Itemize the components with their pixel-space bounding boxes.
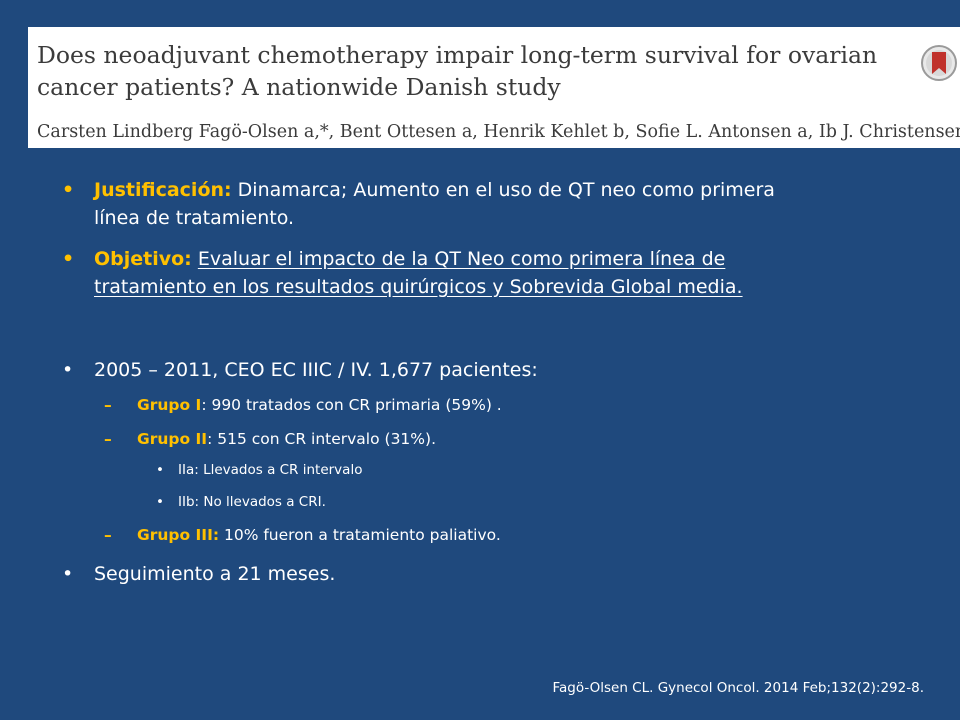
- paper-header-image: Does neoadjuvant chemotherapy impair lon…: [28, 27, 960, 148]
- citation: Fagö-Olsen CL. Gynecol Oncol. 2014 Feb;1…: [552, 680, 924, 696]
- justificacion-label: Justificación:: [94, 179, 232, 201]
- paper-title-line-1: Does neoadjuvant chemotherapy impair lon…: [37, 41, 878, 69]
- grupo-1-label: Grupo I: [137, 396, 202, 414]
- sub-bullet-dot: •: [156, 462, 164, 478]
- objetivo-text-1: Evaluar el impacto de la QT Neo como pri…: [197, 248, 726, 270]
- iib-item: IIb: No llevados a CRI.: [178, 494, 326, 510]
- dash-marker: –: [104, 430, 112, 448]
- objetivo-label: Objetivo:: [94, 248, 192, 270]
- bullet-dot: •: [62, 248, 75, 270]
- iia-item: IIa: Llevados a CR intervalo: [178, 462, 363, 478]
- dash-marker: –: [104, 396, 112, 414]
- paper-title: Does neoadjuvant chemotherapy impair lon…: [37, 39, 897, 103]
- bullet-dot: •: [62, 359, 74, 381]
- grupo-2-text: : 515 con CR intervalo (31%).: [207, 430, 436, 448]
- objetivo-text-2: tratamiento en los resultados quirúrgico…: [94, 276, 743, 298]
- grupo-2-label: Grupo II: [137, 430, 208, 448]
- bullet-dot: •: [62, 179, 75, 201]
- study-line: 2005 – 2011, CEO EC IIIC / IV. 1,677 pac…: [94, 359, 538, 381]
- grupo-3-text: 10% fueron a tratamiento paliativo.: [219, 526, 501, 544]
- crossmark-bookmark-icon: [921, 45, 957, 81]
- justificacion-text-1: Dinamarca; Aumento en el uso de QT neo c…: [231, 179, 775, 201]
- grupo-1-item: Grupo I: 990 tratados con CR primaria (5…: [137, 396, 502, 414]
- dash-marker: –: [104, 526, 112, 544]
- bullet-objetivo: Objetivo: Evaluar el impacto de la QT Ne…: [94, 245, 934, 301]
- sub-bullet-dot: •: [156, 494, 164, 510]
- grupo-2-item: Grupo II: 515 con CR intervalo (31%).: [137, 430, 436, 448]
- paper-authors: Carsten Lindberg Fagö-Olsen a,*, Bent Ot…: [37, 122, 960, 142]
- grupo-3-item: Grupo III: 10% fueron a tratamiento pali…: [137, 526, 501, 544]
- paper-title-line-2: cancer patients? A nationwide Danish stu…: [37, 73, 561, 101]
- seguimiento-line: Seguimiento a 21 meses.: [94, 563, 336, 585]
- grupo-1-text: : 990 tratados con CR primaria (59%) .: [201, 396, 502, 414]
- justificacion-text-2: línea de tratamiento.: [94, 207, 295, 229]
- bullet-dot: •: [62, 563, 74, 585]
- grupo-3-label: Grupo III:: [137, 526, 220, 544]
- bullet-justificacion: Justificación: Dinamarca; Aumento en el …: [94, 176, 914, 232]
